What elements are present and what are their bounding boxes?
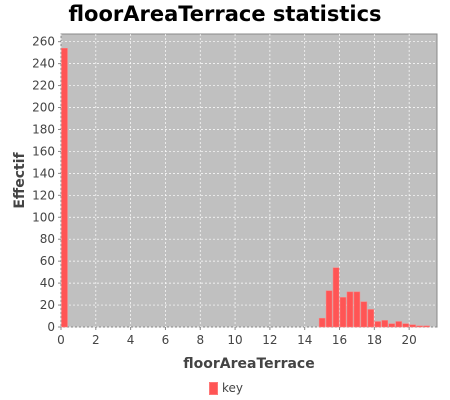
- histogram-bar: [333, 268, 339, 327]
- y-tick-label: 0: [47, 320, 55, 334]
- y-tick-label: 120: [32, 188, 55, 202]
- x-tick-label: 16: [332, 333, 347, 347]
- y-tick-label: 260: [32, 35, 55, 49]
- y-tick-label: 40: [40, 276, 55, 290]
- x-tick-label: 6: [162, 333, 170, 347]
- x-tick-label: 20: [402, 333, 417, 347]
- y-tick-label: 20: [40, 298, 55, 312]
- histogram-bar: [375, 322, 381, 327]
- x-tick-label: 14: [297, 333, 312, 347]
- x-tick-label: 0: [57, 333, 65, 347]
- legend: key: [209, 381, 243, 395]
- x-tick-label: 18: [367, 333, 382, 347]
- histogram-bar: [396, 322, 402, 327]
- x-tick-label: 10: [227, 333, 242, 347]
- y-tick-label: 160: [32, 144, 55, 158]
- histogram-bar: [410, 325, 416, 327]
- y-tick-label: 240: [32, 57, 55, 71]
- histogram-bar: [382, 320, 388, 327]
- legend-label: key: [222, 381, 243, 395]
- histogram-bar: [347, 292, 353, 327]
- x-tick-label: 4: [127, 333, 135, 347]
- histogram-bar: [389, 324, 395, 327]
- histogram-bar: [361, 302, 367, 327]
- histogram-bar: [368, 309, 374, 327]
- x-tick-label: 2: [92, 333, 100, 347]
- legend-swatch: [209, 382, 218, 395]
- y-axis-label: Effectif: [12, 151, 28, 208]
- x-axis-label: floorAreaTerrace: [183, 356, 314, 372]
- x-tick-label: 8: [196, 333, 204, 347]
- y-tick-label: 220: [32, 79, 55, 93]
- y-tick-label: 100: [32, 210, 55, 224]
- y-tick-label: 180: [32, 122, 55, 136]
- y-tick-label: 140: [32, 166, 55, 180]
- histogram-bar: [424, 326, 430, 327]
- y-tick-label: 80: [40, 232, 55, 246]
- y-tick-label: 200: [32, 101, 55, 115]
- histogram-bar: [319, 318, 325, 327]
- x-tick-label: 12: [262, 333, 277, 347]
- histogram-bar: [417, 326, 423, 327]
- y-tick-label: 60: [40, 254, 55, 268]
- histogram-bar: [326, 291, 332, 327]
- histogram-bar: [403, 324, 409, 327]
- histogram-bar: [354, 292, 360, 327]
- histogram-bar: [340, 297, 346, 327]
- histogram-bar: [62, 48, 68, 327]
